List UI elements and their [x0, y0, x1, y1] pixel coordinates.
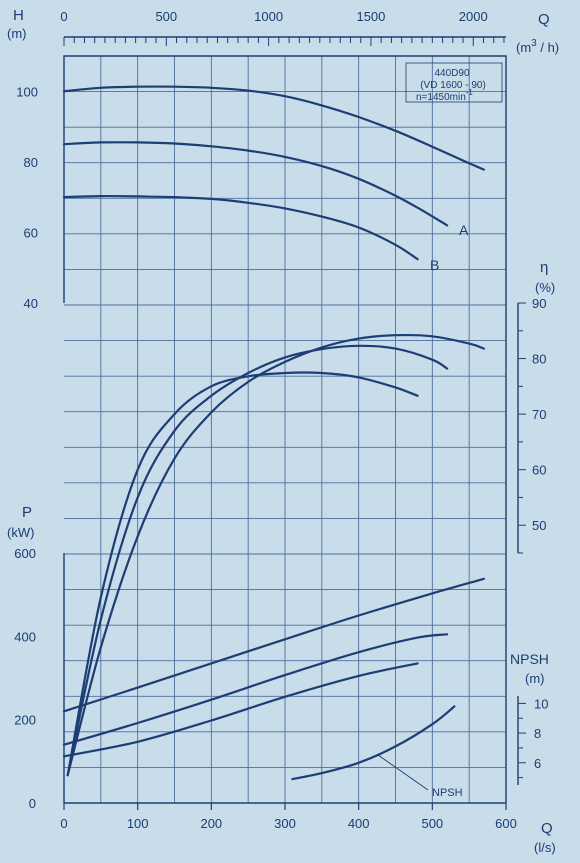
head-tick-label: 100 [16, 84, 38, 99]
efficiency-axis-unit: (%) [535, 280, 555, 295]
head-axis-unit: (m) [7, 26, 27, 41]
power-tick-label: 400 [14, 629, 36, 644]
npsh-tick-label: 6 [534, 756, 541, 771]
top-tick-label: 1500 [356, 9, 385, 24]
performance-curves [62, 85, 485, 781]
bottom-axis-label: Q [541, 820, 553, 837]
power-axis-label: P [22, 504, 32, 521]
head-tick-label: 80 [24, 155, 38, 170]
power-curve [62, 633, 449, 746]
top-axis-unit: (m3 / h) [516, 38, 559, 55]
head-curve [62, 141, 449, 227]
efficiency-curve [66, 333, 485, 777]
efficiency-tick-label: 80 [532, 352, 546, 367]
head-axis-label: H [13, 7, 24, 24]
model-box [405, 62, 503, 103]
bottom-tick-label: 200 [200, 816, 222, 831]
power-curve [62, 577, 485, 713]
efficiency-curve [66, 344, 449, 777]
head-curve [62, 194, 419, 261]
efficiency-tick-label: 70 [532, 407, 546, 422]
head-tick-label: 60 [24, 225, 38, 240]
model-speed: n=1450min-1 [416, 88, 473, 103]
power-curve [62, 662, 419, 758]
power-tick-label: 0 [29, 796, 36, 811]
top-tick-label: 1000 [254, 9, 283, 24]
efficiency-tick-label: 50 [532, 518, 546, 533]
bottom-axis-unit: (l/s) [534, 840, 556, 855]
head-plot-frame [63, 55, 507, 803]
power-tick-label: 600 [14, 546, 36, 561]
npsh-curve-label: NPSH [432, 787, 463, 799]
chart-frame [63, 36, 519, 804]
bottom-tick-label: 600 [495, 816, 517, 831]
bottom-tick-label: 100 [127, 816, 149, 831]
bottom-tick-label: 500 [421, 816, 443, 831]
model-name: 440D90 [434, 68, 469, 79]
npsh-curve [291, 705, 456, 781]
efficiency-tick-label: 60 [532, 463, 546, 478]
top-axis-label: Q [538, 11, 550, 28]
power-tick-label: 200 [14, 713, 36, 728]
top-tick-label: 2000 [459, 9, 488, 24]
bottom-tick-label: 0 [60, 816, 67, 831]
power-axis-unit: (kW) [7, 525, 34, 540]
curve-label-a: A [459, 222, 469, 238]
head-tick-label: 40 [24, 296, 38, 311]
npsh-axis-unit: (m) [525, 671, 545, 686]
npsh-tick-label: 8 [534, 726, 541, 741]
npsh-tick-label: 10 [534, 696, 548, 711]
bottom-tick-label: 400 [348, 816, 370, 831]
bottom-tick-label: 300 [274, 816, 296, 831]
npsh-label-leader [377, 754, 429, 791]
model-variant: (VD 1600 - 90) [420, 80, 486, 91]
head-curve [62, 85, 485, 171]
curve-label-b: B [430, 257, 439, 273]
efficiency-axis-label: η [540, 259, 548, 276]
efficiency-curve [66, 371, 419, 777]
npsh-axis-label: NPSH [510, 651, 549, 667]
top-tick-label: 0 [60, 9, 67, 24]
efficiency-tick-label: 90 [532, 296, 546, 311]
top-tick-label: 500 [155, 9, 177, 24]
chart-grid [64, 56, 506, 803]
